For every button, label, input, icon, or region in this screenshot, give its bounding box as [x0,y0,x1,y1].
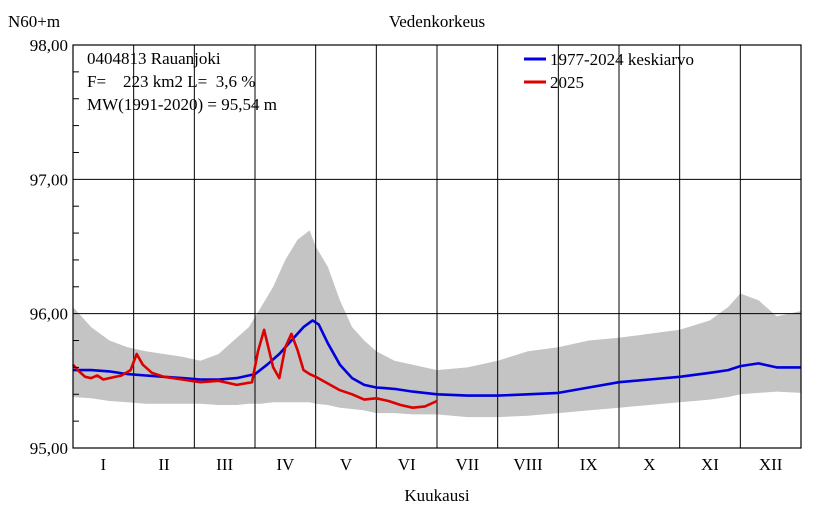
chart-title: Vedenkorkeus [389,12,485,31]
month-tick-label: III [216,455,233,474]
month-tick-label: X [643,455,655,474]
series-layer [72,319,801,410]
x-axis-label: Kuukausi [404,486,469,505]
month-tick-label: IX [580,455,598,474]
mean-label: MW(1991-2020) = 95,54 m [87,95,277,114]
station-label: 0404813 Rauanjoki [87,49,221,68]
month-tick-label: VII [456,455,480,474]
month-tick-label: IV [276,455,295,474]
y-tick-label: 98,00 [30,36,68,55]
month-tick-label: I [100,455,106,474]
month-tick-label: XII [759,455,783,474]
y-tick-label: 95,00 [30,439,68,458]
month-tick-label: XI [701,455,719,474]
y-tick-label: 97,00 [30,170,68,189]
series-line-average [73,319,801,397]
plot-frame [72,44,802,449]
legend: 1977-2024 keskiarvo 2025 [524,50,694,92]
month-tick-label: II [158,455,170,474]
y-tick-label: 96,00 [30,305,68,324]
info-box: 0404813 Rauanjoki F= 223 km2 L= 3,6 % MW… [87,49,277,114]
series-line-2025 [72,328,438,410]
month-tick-label: V [340,455,353,474]
y-axis-unit-label: N60+m [8,12,60,31]
grid-layer [73,45,801,448]
legend-label-2025: 2025 [550,73,584,92]
month-tick-label: VIII [513,455,543,474]
month-tick-label: VI [398,455,416,474]
legend-label-average: 1977-2024 keskiarvo [550,50,694,69]
area-label: F= 223 km2 L= 3,6 % [87,72,255,91]
